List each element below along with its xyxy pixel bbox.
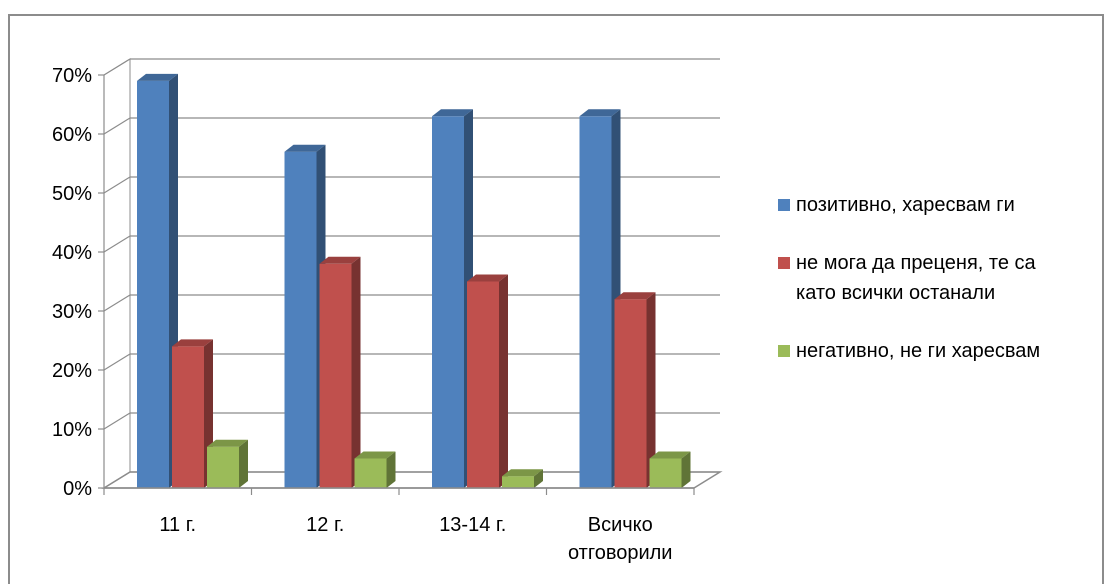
bar-top [502, 469, 543, 477]
bar-side [534, 469, 543, 488]
legend-label-positive: позитивно, харесвам ги [796, 194, 1015, 216]
bar-top [207, 439, 248, 447]
x-category-label: 12 г. [306, 514, 344, 536]
bar-side [646, 292, 656, 488]
bar-front [502, 476, 534, 488]
legend-label-negative: негативно, не ги харесвам [796, 340, 1041, 362]
gridline-side [103, 471, 131, 489]
x-category-label: 11 г. [159, 514, 196, 536]
x-category-label: Всичко [588, 514, 653, 536]
gridline-side [103, 412, 131, 430]
chart-frame [8, 14, 1104, 584]
y-tick-label: 0% [63, 478, 92, 500]
bar-top [649, 451, 691, 459]
bar-front [579, 116, 612, 489]
y-tick-label: 30% [52, 301, 92, 323]
bar-front [614, 299, 647, 488]
bar-side [351, 256, 361, 488]
bar-side [239, 439, 248, 488]
bar-front [137, 80, 169, 489]
bar-front [172, 346, 204, 488]
bar-side [499, 274, 508, 488]
gridline-side [103, 117, 131, 135]
x-category-label: 13-14 г. [439, 514, 506, 536]
bar-front [207, 446, 239, 488]
bar-front [284, 151, 317, 488]
bar-front [432, 116, 464, 489]
gridline-side [103, 176, 131, 194]
bar-top [172, 339, 213, 347]
bar-top [354, 451, 396, 459]
chart-side-wall [103, 58, 131, 489]
bar-top [137, 73, 178, 81]
y-tick-label: 50% [52, 183, 92, 205]
x-category-label: отговорили [568, 542, 672, 564]
bar-side [681, 451, 691, 488]
legend-label-neutral-line2: като всички останали [796, 282, 996, 304]
bar-top [432, 109, 473, 117]
legend-swatch-positive [778, 199, 790, 211]
bar-top [579, 109, 621, 117]
legend-swatch-neutral [778, 257, 790, 269]
bar-top [319, 256, 361, 264]
gridline-side [103, 353, 131, 371]
y-tick-label: 20% [52, 360, 92, 382]
legend: позитивно, харесвам ги не мога да прецен… [774, 190, 1104, 366]
legend-item-positive: позитивно, харесвам ги [774, 190, 1104, 220]
bar-top [467, 274, 508, 282]
legend-swatch-negative [778, 345, 790, 357]
y-tick-label: 70% [52, 65, 92, 87]
y-tick-label: 40% [52, 242, 92, 264]
legend-item-negative: негативно, не ги харесвам [774, 336, 1104, 366]
y-tick-label: 10% [52, 419, 92, 441]
legend-label-neutral-line1: не мога да преценя, те са [796, 252, 1036, 274]
gridline-side [103, 294, 131, 312]
bar-side [386, 451, 396, 488]
bar-front [354, 458, 387, 488]
bar-front [649, 458, 682, 488]
legend-item-neutral: не мога да преценя, те са като всички ос… [774, 248, 1104, 308]
bar-front [319, 263, 352, 488]
bar-front [467, 281, 499, 488]
gridline-side [103, 58, 131, 76]
bar-top [614, 292, 656, 300]
gridline-side [103, 235, 131, 253]
bar-top [284, 144, 326, 152]
y-tick-label: 60% [52, 124, 92, 146]
